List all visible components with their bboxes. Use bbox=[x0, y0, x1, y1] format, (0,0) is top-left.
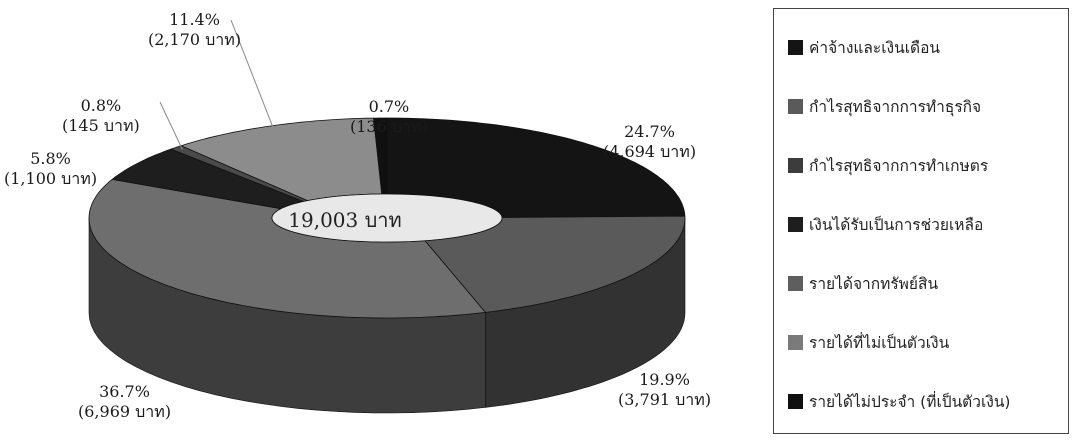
label-irregular-percent: 0.7% bbox=[368, 97, 410, 116]
label-wages: 24.7% (4,694 บาท) bbox=[603, 122, 696, 162]
label-property-amount: (145 บาท) bbox=[62, 116, 140, 135]
legend-label: กำไรสุทธิจากการทำธุรกิจ bbox=[809, 98, 982, 116]
legend-swatch bbox=[788, 40, 803, 55]
label-agriculture: 36.7% (6,969 บาท) bbox=[78, 382, 171, 422]
legend-item-property: รายได้จากทรัพย์สิน bbox=[788, 271, 938, 296]
legend-item-in-kind: รายได้ที่ไม่เป็นตัวเงิน bbox=[788, 330, 949, 355]
legend-label: ค่าจ้างและเงินเดือน bbox=[809, 39, 940, 57]
label-business-amount: (3,791 บาท) bbox=[618, 390, 712, 409]
label-irregular-amount: (136 บาท) bbox=[350, 117, 428, 136]
leader-line-4 bbox=[159, 101, 183, 150]
legend-swatch bbox=[788, 276, 803, 291]
label-wages-amount: (4,694 บาท) bbox=[603, 142, 697, 161]
label-wages-percent: 24.7% bbox=[624, 122, 675, 141]
donut-chart bbox=[88, 19, 686, 414]
label-property: 0.8% (145 บาท) bbox=[62, 96, 140, 136]
legend-label: เงินได้รับเป็นการช่วยเหลือ bbox=[809, 216, 984, 234]
legend-label: รายได้ไม่ประจำ (ที่เป็นตัวเงิน) bbox=[809, 393, 1011, 411]
label-property-percent: 0.8% bbox=[80, 96, 122, 115]
label-assistance: 5.8% (1,100 บาท) bbox=[4, 149, 97, 189]
donut-hole bbox=[271, 193, 503, 243]
legend-label: รายได้ที่ไม่เป็นตัวเงิน bbox=[809, 334, 950, 352]
legend-item-agriculture: กำไรสุทธิจากการทำเกษตร bbox=[788, 153, 988, 178]
legend-swatch bbox=[788, 99, 803, 114]
legend-label: รายได้จากทรัพย์สิน bbox=[809, 275, 939, 293]
label-irregular: 0.7% (136 บาท) bbox=[350, 97, 428, 137]
label-agriculture-amount: (6,969 บาท) bbox=[78, 402, 172, 421]
legend-swatch bbox=[788, 335, 803, 350]
label-in-kind-amount: (2,170 บาท) bbox=[148, 30, 242, 49]
label-assistance-percent: 5.8% bbox=[30, 149, 71, 168]
legend-item-business: กำไรสุทธิจากการทำธุรกิจ bbox=[788, 94, 981, 119]
label-in-kind-percent: 11.4% bbox=[169, 10, 220, 29]
legend: ค่าจ้างและเงินเดือน กำไรสุทธิจากการทำธุร… bbox=[773, 8, 1069, 434]
label-assistance-amount: (1,100 บาท) bbox=[4, 169, 98, 188]
label-in-kind: 11.4% (2,170 บาท) bbox=[148, 10, 241, 50]
label-agriculture-percent: 36.7% bbox=[99, 382, 150, 401]
legend-swatch bbox=[788, 394, 803, 409]
legend-item-wages: ค่าจ้างและเงินเดือน bbox=[788, 35, 940, 60]
leader-line-5 bbox=[230, 19, 274, 129]
center-total-label: 19,003 บาท bbox=[288, 208, 402, 232]
legend-item-irregular: รายได้ไม่ประจำ (ที่เป็นตัวเงิน) bbox=[788, 389, 1010, 414]
legend-swatch bbox=[788, 217, 803, 232]
legend-item-assistance: เงินได้รับเป็นการช่วยเหลือ bbox=[788, 212, 983, 237]
label-business-percent: 19.9% bbox=[639, 370, 690, 389]
legend-swatch bbox=[788, 158, 803, 173]
legend-label: กำไรสุทธิจากการทำเกษตร bbox=[809, 157, 989, 175]
label-business: 19.9% (3,791 บาท) bbox=[618, 370, 711, 410]
